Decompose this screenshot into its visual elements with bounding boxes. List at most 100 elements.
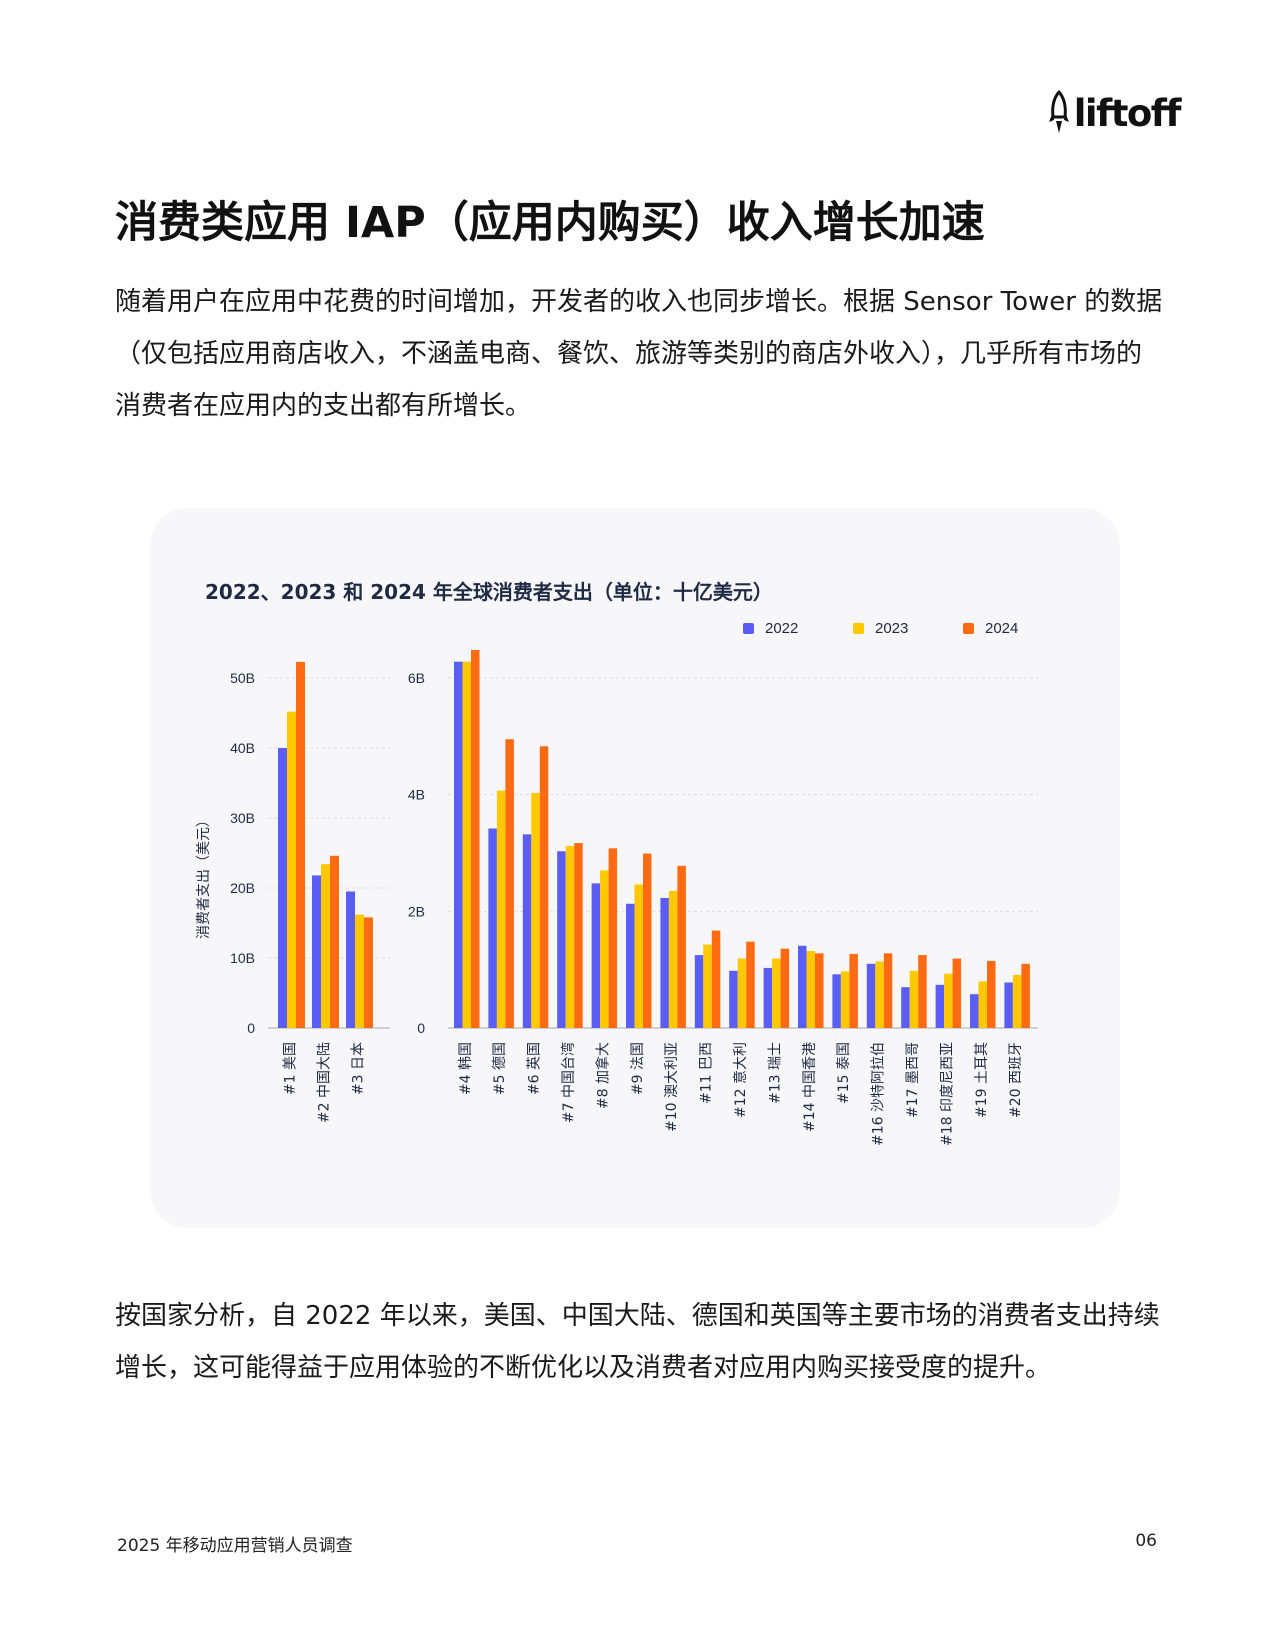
legend-swatch-2023 (853, 623, 864, 634)
bar-2023 (944, 973, 953, 1028)
intro-paragraph: 随着用户在应用中花费的时间增加，开发者的收入也同步增长。根据 Sensor To… (115, 287, 1163, 421)
bar-2023 (287, 711, 296, 1028)
bar-2023 (909, 970, 919, 1028)
bar-2024 (815, 953, 824, 1028)
bar-2022 (832, 974, 841, 1028)
bar-2023 (875, 961, 884, 1028)
bar-2022 (866, 963, 876, 1028)
bar-2024 (505, 739, 514, 1028)
x-category-label: #11 巴西 (699, 1042, 715, 1104)
bar-2023 (355, 914, 364, 1028)
bar-2023 (462, 661, 471, 1028)
bar-2022 (488, 828, 497, 1028)
x-category-label: #16 沙特阿拉伯 (871, 1042, 887, 1146)
bar-2024 (574, 843, 583, 1028)
y-tick-label: 0 (417, 1020, 425, 1036)
bar-2024 (711, 930, 721, 1028)
legend-label-2024: 2024 (985, 620, 1018, 637)
bar-2023 (703, 944, 712, 1028)
x-category-label: #9 法国 (630, 1042, 646, 1095)
bar-2024 (849, 953, 858, 1028)
bar-2022 (763, 967, 773, 1028)
consumer-spending-chart: 消费者支出（美元） 2022 2023 2024 0 10B 20B 30B 40B 50B #1 … (196, 620, 1038, 1146)
y-tick-label: 10B (230, 950, 255, 966)
x-category-label: #2 中国大陆 (317, 1042, 333, 1123)
bar-2022 (312, 875, 321, 1028)
x-category-label: #10 澳大利亚 (664, 1042, 680, 1132)
page-title: 消费类应用 IAP（应用内购买）收入增长加速 (115, 198, 985, 248)
bar-2023 (531, 792, 540, 1028)
summary-paragraph: 按国家分析，自 2022 年以来，美国、中国大陆、德国和英国等主要市场的消费者支… (115, 1301, 1160, 1383)
x-category-label: #5 德国 (492, 1042, 508, 1095)
brand-name: liftoff (1073, 91, 1182, 135)
bar-2022 (901, 987, 910, 1028)
x-category-label: #15 泰国 (836, 1042, 852, 1104)
legend-label-2023: 2023 (875, 620, 908, 637)
bar-2024 (608, 848, 618, 1028)
page-number: 06 (1135, 1531, 1157, 1551)
y-tick-label: 6B (408, 670, 425, 686)
x-category-label: #13 瑞士 (767, 1042, 783, 1104)
bar-2023 (321, 864, 330, 1028)
x-category-label: #14 中国香港 (802, 1042, 818, 1132)
y-tick-label: 20B (230, 880, 255, 896)
x-category-label: #7 中国台湾 (560, 1042, 577, 1123)
legend-label-2022: 2022 (765, 620, 798, 637)
bar-2022 (346, 891, 355, 1028)
y-axis-label: 消费者支出（美元） (196, 813, 212, 939)
bar-2022 (729, 970, 738, 1028)
bar-2023 (565, 846, 575, 1028)
bar-2023 (496, 790, 506, 1028)
x-category-label: #4 韩国 (458, 1042, 474, 1095)
bar-2022 (970, 994, 979, 1028)
footer-report-title: 2025 年移动应用营销人员调查 (117, 1536, 353, 1556)
bar-2024 (364, 917, 373, 1028)
bar-2022 (591, 883, 601, 1028)
x-category-label: #17 墨西哥 (905, 1042, 921, 1118)
x-category-label: #20 西班牙 (1008, 1042, 1024, 1118)
bar-2024 (746, 941, 755, 1028)
chart-title: 2022、2023 和 2024 年全球消费者支出（单位：十亿美元） (205, 580, 773, 604)
legend-swatch-2024 (963, 623, 974, 634)
bar-2022 (694, 955, 704, 1028)
bar-2023 (978, 981, 987, 1028)
bar-2024 (330, 855, 339, 1028)
bar-2022 (626, 903, 635, 1028)
x-category-label: #12 意大利 (732, 1042, 749, 1118)
bar-2024 (918, 955, 927, 1028)
bar-2023 (840, 971, 850, 1028)
bar-2024 (539, 746, 549, 1028)
bar-2024 (471, 650, 480, 1028)
liftoff-logo: liftoff (1046, 88, 1182, 138)
x-category-label: #19 土耳其 (974, 1042, 990, 1118)
bar-2024 (677, 865, 686, 1028)
x-category-label: #3 日本 (351, 1042, 367, 1095)
bar-2022 (1004, 982, 1013, 1028)
bar-2022 (798, 945, 807, 1028)
bar-2023 (737, 958, 747, 1028)
bar-2023 (600, 870, 609, 1028)
bar-2024 (883, 953, 893, 1028)
chart-card (150, 508, 1120, 1228)
x-category-label: #6 英国 (526, 1042, 543, 1095)
y-tick-label: 2B (408, 903, 425, 919)
y-tick-label: 0 (247, 1020, 255, 1036)
x-category-label: #1 美国 (283, 1042, 299, 1095)
y-tick-label: 50B (230, 670, 255, 686)
bar-2023 (806, 951, 815, 1028)
x-category-label: #8 加拿大 (594, 1042, 611, 1109)
bar-2022 (935, 984, 945, 1028)
y-tick-label: 30B (230, 810, 255, 826)
bar-2024 (780, 948, 790, 1028)
bar-2024 (643, 853, 652, 1028)
x-category-label: #18 印度尼西亚 (939, 1042, 955, 1146)
rocket-icon (1048, 90, 1069, 133)
bar-2023 (634, 884, 643, 1028)
bar-2022 (660, 897, 669, 1028)
bar-2023 (1012, 974, 1022, 1028)
bar-2024 (952, 958, 962, 1028)
bar-2024 (1021, 963, 1030, 1028)
bar-2024 (987, 960, 996, 1028)
y-tick-label: 4B (408, 787, 425, 803)
bar-2023 (668, 890, 678, 1028)
